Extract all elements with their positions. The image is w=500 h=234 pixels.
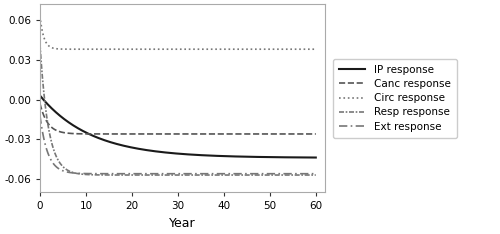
Resp response [310,174,316,176]
Resp response [212,174,218,176]
Ext response [110,172,116,175]
Resp response [37,43,43,45]
Circ response [212,48,218,51]
Circ response [310,48,316,51]
Line: Ext response: Ext response [40,115,316,174]
IP response [74,126,80,129]
Ext response [310,172,316,175]
Line: Canc response: Canc response [40,103,316,134]
Line: Circ response: Circ response [40,16,316,49]
Canc response [310,133,316,135]
IP response [162,151,168,154]
Ext response [37,114,43,117]
Circ response [162,48,168,51]
Resp response [162,174,168,176]
IP response [77,128,83,131]
Circ response [37,15,43,18]
IP response [37,94,43,97]
Circ response [77,48,83,51]
Ext response [212,172,218,175]
Canc response [110,133,116,135]
Canc response [162,133,168,135]
Canc response [77,132,83,135]
IP response [110,141,116,144]
Line: IP response: IP response [40,95,316,157]
Canc response [310,133,316,135]
Canc response [74,132,80,135]
Ext response [313,172,319,175]
Circ response [177,48,183,51]
Legend: IP response, Canc response, Circ response, Resp response, Ext response: IP response, Canc response, Circ respons… [333,59,457,138]
Resp response [77,172,83,175]
IP response [310,156,316,159]
Resp response [110,174,116,176]
IP response [212,154,218,157]
Line: Resp response: Resp response [40,44,316,175]
Canc response [212,133,218,135]
Canc response [313,133,319,135]
IP response [313,156,319,159]
Ext response [162,172,168,175]
Circ response [313,48,319,51]
Resp response [74,172,80,175]
Canc response [37,102,43,105]
X-axis label: Year: Year [169,217,196,230]
Ext response [74,172,80,175]
Circ response [74,48,80,51]
Resp response [313,174,319,176]
Circ response [110,48,116,51]
Ext response [77,172,83,175]
